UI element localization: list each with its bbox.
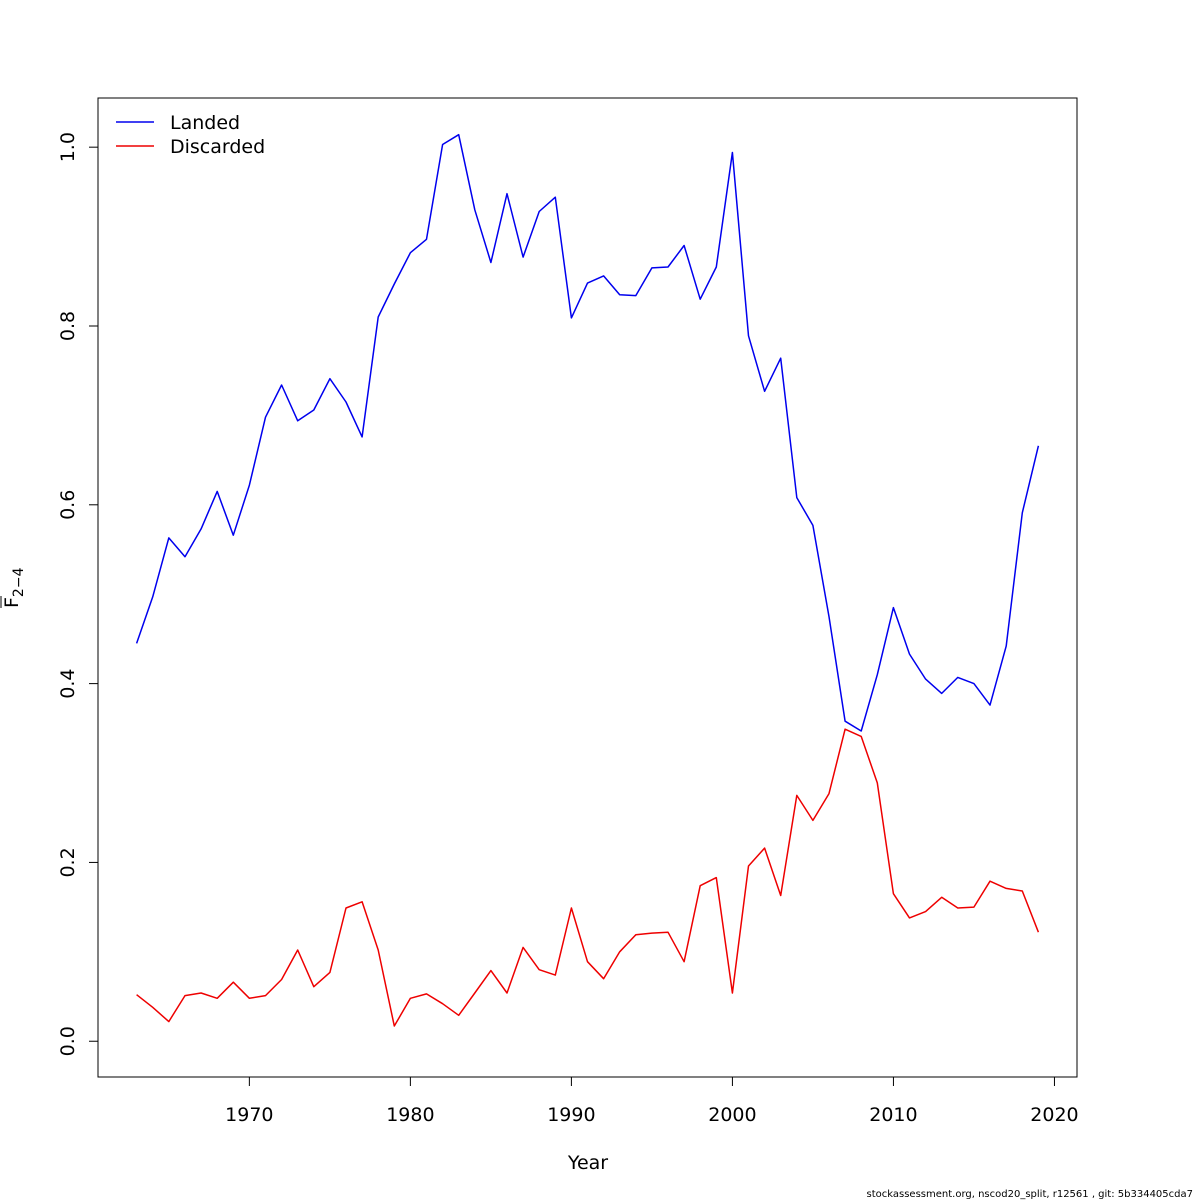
x-tick-label: 2000 — [708, 1104, 756, 1126]
series-lines — [135, 133, 1040, 1027]
y-axis-title-subscript: 2−4 — [11, 567, 27, 597]
series-line-landed — [135, 133, 1040, 732]
y-axis: 0.0 0.2 0.4 0.6 0.8 1.0 — [57, 132, 99, 1056]
y-tick-label: 0.4 — [57, 669, 79, 699]
y-tick-label: 1.0 — [57, 132, 79, 162]
svg-text:F2−4: F2−4 — [1, 567, 27, 608]
y-tick-label: 0.0 — [57, 1026, 79, 1056]
x-axis: 1970 1980 1990 2000 2010 2020 — [225, 1076, 1079, 1126]
y-axis-title: F2−4 — [0, 567, 27, 608]
y-tick-label: 0.6 — [57, 490, 79, 520]
legend-label-landed: Landed — [170, 112, 240, 134]
x-tick-label: 1980 — [386, 1104, 434, 1126]
x-tick-label: 1970 — [225, 1104, 273, 1126]
x-tick-label: 1990 — [547, 1104, 595, 1126]
legend: Landed Discarded — [116, 112, 265, 158]
legend-label-discarded: Discarded — [170, 136, 265, 158]
plot-frame — [97, 97, 1078, 1078]
y-axis-title-main: F — [1, 597, 23, 608]
series-line-discarded — [136, 728, 1040, 1027]
x-axis-title: Year — [567, 1152, 608, 1174]
footer-note: stockassessment.org, nscod20_split, r125… — [867, 1189, 1193, 1200]
y-tick-label: 0.8 — [57, 311, 79, 341]
x-tick-label: 2010 — [869, 1104, 917, 1126]
y-tick-label: 0.2 — [57, 847, 79, 877]
x-tick-label: 2020 — [1030, 1104, 1078, 1126]
